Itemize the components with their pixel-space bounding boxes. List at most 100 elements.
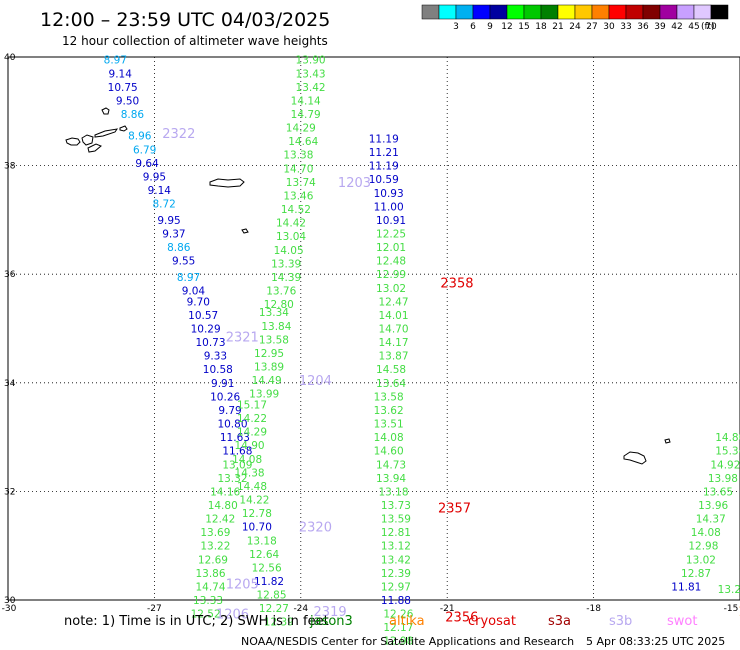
colorbar-swatch (557, 4, 576, 20)
wave-height-value: 12.95 (254, 348, 284, 360)
wave-height-value: 13.02 (686, 554, 716, 566)
wave-height-value: 12.48 (376, 256, 406, 268)
y-tick-label: 36 (4, 270, 16, 280)
island-shape (664, 438, 671, 444)
colorbar-label: 27 (586, 22, 597, 32)
pass-time-label: 2319 (314, 605, 347, 620)
pass-time-label: 2356 (445, 610, 478, 625)
wave-height-value: 9.14 (109, 68, 133, 80)
pass-time-label: 1203 (338, 176, 371, 191)
colorbar-label: 6 (470, 22, 476, 32)
colorbar-swatch (489, 4, 508, 20)
wave-height-value: 12.26 (383, 609, 413, 621)
x-tick-label: -18 (586, 604, 601, 614)
wave-height-value: 14.22 (237, 413, 267, 425)
x-tick-label: -27 (147, 604, 162, 614)
wave-height-value: 12.17 (383, 622, 413, 634)
wave-height-value: 8.86 (121, 109, 145, 121)
island-shape (101, 107, 110, 115)
colorbar-label: 21 (552, 22, 563, 32)
wave-height-value: 9.95 (143, 171, 166, 183)
pass-time-label: 1 (738, 605, 740, 620)
wave-height-value: 13.09 (222, 459, 252, 471)
wave-height-value: 13.73 (381, 500, 411, 512)
wave-height-value: 12.27 (259, 603, 289, 615)
wave-height-value: 9.55 (172, 256, 195, 268)
wave-height-value: 13.02 (376, 283, 406, 295)
wave-height-value: 12.47 (378, 296, 408, 308)
island-shape (94, 128, 119, 138)
wave-height-value: 13.89 (254, 362, 284, 374)
wave-height-value: 8.96 (128, 131, 152, 143)
colorbar-label: 15 (518, 22, 529, 32)
wave-height-value: 14.92 (710, 459, 740, 471)
wave-height-value: 13.18 (378, 486, 408, 498)
wave-height-value: 11.81 (671, 581, 701, 593)
colorbar-label: 9 (487, 22, 493, 32)
wave-height-value: 12.01 (376, 242, 406, 254)
wave-height-value: 13.86 (195, 568, 225, 580)
wave-height-value: 12.52 (191, 609, 221, 621)
wave-height-value: 15.17 (237, 400, 267, 412)
wave-height-value: 11.19 (369, 133, 399, 145)
wave-height-value: 13.58 (259, 334, 289, 346)
colorbar-swatch (659, 4, 678, 20)
wave-height-value: 14.80 (208, 500, 238, 512)
wave-height-value: 13.43 (296, 68, 326, 80)
wave-height-value: 14.52 (281, 204, 311, 216)
colorbar-swatch (625, 4, 644, 20)
wave-height-value: 14.60 (374, 446, 404, 458)
colorbar-label: 24 (569, 22, 581, 32)
wave-height-value: 14.70 (283, 163, 313, 175)
wave-height-value: 13.46 (283, 190, 313, 202)
wave-height-value: 13.32 (217, 473, 247, 485)
wave-height-value: 13.20 (718, 584, 740, 596)
pass-time-label: 2322 (162, 127, 195, 142)
wave-height-value: 13.90 (296, 55, 326, 67)
wave-height-value: 14.70 (378, 324, 408, 336)
y-tick-label: 32 (4, 487, 15, 497)
wave-height-value: 13.69 (200, 527, 230, 539)
wave-height-value: 14.22 (239, 495, 269, 507)
wave-height-value: 10.91 (376, 215, 406, 227)
wave-height-value: 10.29 (191, 324, 221, 336)
wave-height-value: 10.26 (210, 391, 240, 403)
wave-height-value: 13.98 (708, 473, 738, 485)
colorbar-swatch (574, 4, 593, 20)
x-tick-label: -21 (440, 604, 455, 614)
wave-height-value: 10.58 (203, 364, 233, 376)
colorbar-swatch (608, 4, 627, 20)
wave-height-value: 13.76 (266, 285, 296, 297)
wave-height-value: 12.81 (381, 527, 411, 539)
colorbar-units: (ft) (701, 22, 715, 32)
wave-height-value: 14.38 (235, 467, 265, 479)
wave-height-value: 10.80 (217, 419, 247, 431)
y-tick-label: 30 (4, 596, 16, 606)
wave-height-value: 13.58 (374, 391, 404, 403)
wave-height-value: 14.64 (288, 136, 318, 148)
x-tick-label: -15 (724, 604, 739, 614)
wave-height-value: 13.42 (381, 554, 411, 566)
wave-height-value: 14.16 (210, 486, 240, 498)
wave-height-value: 14.90 (235, 440, 265, 452)
wave-height-value: 13.84 (261, 321, 291, 333)
pass-time-label: 1206 (216, 608, 249, 623)
island-shape (65, 137, 81, 146)
wave-height-value: 14.05 (274, 245, 304, 257)
colorbar-swatch (642, 4, 661, 20)
wave-height-value: 14.73 (376, 459, 406, 471)
colorbar-label: 33 (620, 22, 631, 32)
x-tick-label: -24 (293, 604, 308, 614)
wave-height-value: 11.19 (369, 161, 399, 173)
pass-time-label: 2321 (226, 331, 259, 346)
colorbar-swatch (472, 4, 491, 20)
wave-height-value: 12.64 (249, 549, 279, 561)
wave-height-value: 9.91 (211, 378, 234, 390)
wave-height-value: 12.80 (264, 299, 294, 311)
wave-height-value: 14.80 (715, 432, 740, 444)
colorbar-swatch (591, 4, 610, 20)
wave-height-value: 12.85 (256, 590, 286, 602)
colorbar-label: 39 (654, 22, 666, 32)
wave-height-value: 9.14 (148, 185, 172, 197)
wave-height-value: 10.57 (188, 310, 218, 322)
